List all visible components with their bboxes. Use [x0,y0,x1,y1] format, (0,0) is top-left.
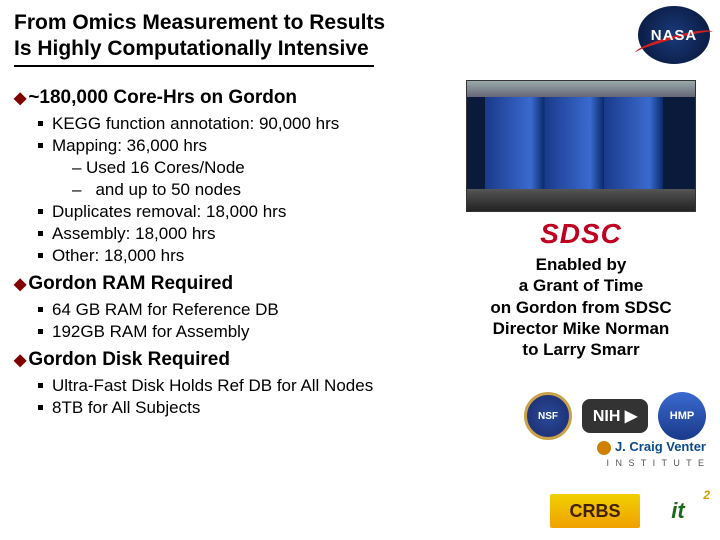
diamond-bullet-icon: ◆ [14,352,26,369]
logo-row-1: NSF NIH ▶ HMP [456,392,706,440]
list-item: Duplicates removal: 18,000 hrs [38,201,394,223]
title-line-2: Is Highly Computationally Intensive [14,36,706,62]
list-item: KEGG function annotation: 90,000 hrs [38,113,394,135]
nih-logo: NIH ▶ [582,399,648,433]
nasa-logo: NASA [638,6,710,64]
sdsc-logo: SDSC [456,218,706,250]
sub-item: Used 16 Cores/Node [72,157,394,179]
right-column: SDSC Enabled by a Grant of Time on Gordo… [456,80,706,360]
venter-logo: J. Craig Venter I N S T I T U T E [597,440,706,468]
calit2-logo: it2 [650,490,706,532]
logo-row-2: J. Craig Venter I N S T I T U T E [456,440,706,468]
list-item: Mapping: 36,000 hrs Used 16 Cores/Node –… [38,135,394,201]
bullet-list-2: Ultra-Fast Disk Holds Ref DB for All Nod… [14,375,434,419]
title-line-1: From Omics Measurement to Results [14,10,706,36]
logo-row-3: CRBS it2 [456,490,706,532]
list-item: 64 GB RAM for Reference DB [38,299,394,321]
slide-title: From Omics Measurement to Results Is Hig… [0,0,720,73]
nsf-logo: NSF [524,392,572,440]
hmp-logo: HMP [658,392,706,440]
diamond-bullet-icon: ◆ [14,90,26,107]
title-underline [14,65,374,67]
bullet-list-0: KEGG function annotation: 90,000 hrs Map… [14,113,394,268]
list-item: 192GB RAM for Assembly [38,321,394,343]
sub-list: Used 16 Cores/Node –and up to 50 nodes [52,157,394,201]
nasa-text: NASA [651,27,698,44]
enabled-by-text: Enabled by a Grant of Time on Gordon fro… [456,254,706,360]
server-rack-image [466,80,696,212]
venter-dot-icon [597,441,611,455]
list-item: Other: 18,000 hrs [38,245,394,267]
crbs-logo: CRBS [550,494,640,528]
list-item: Ultra-Fast Disk Holds Ref DB for All Nod… [38,375,434,397]
sub-item: –and up to 50 nodes [72,179,394,201]
bullet-list-1: 64 GB RAM for Reference DB 192GB RAM for… [14,299,394,343]
diamond-bullet-icon: ◆ [14,276,26,293]
list-item: Assembly: 18,000 hrs [38,223,394,245]
list-item: 8TB for All Subjects [38,397,434,419]
